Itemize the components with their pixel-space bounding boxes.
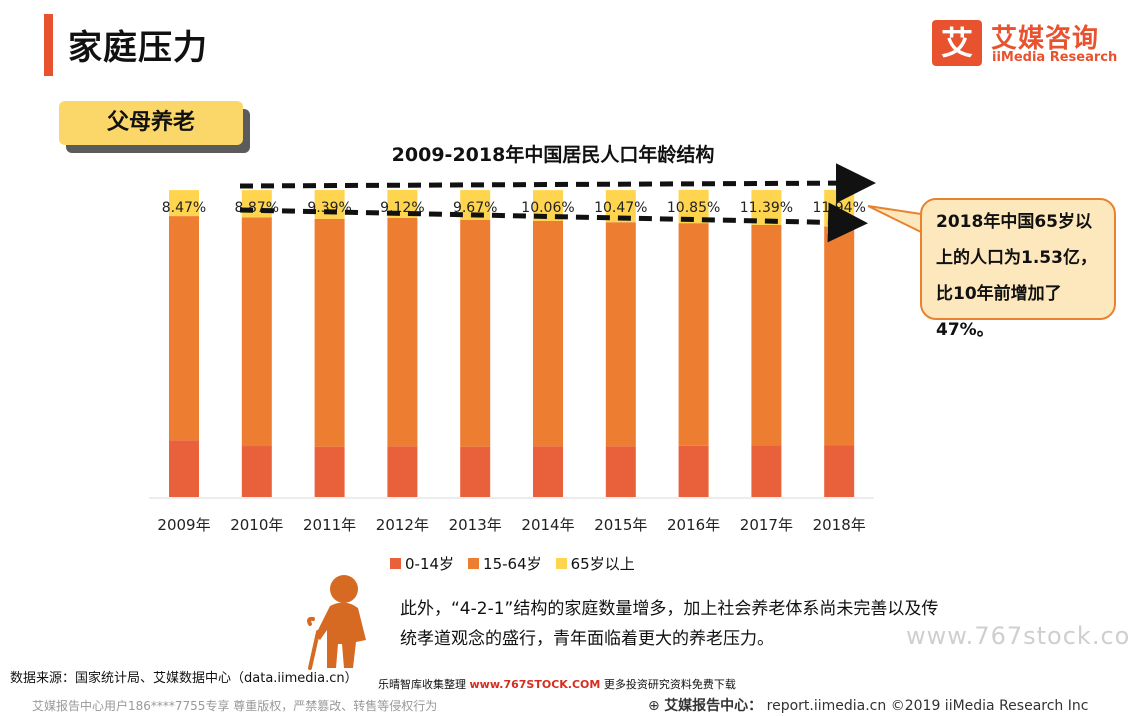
chart-legend: 0-14岁 15-64岁 65岁以上 (390, 553, 635, 574)
legend-label-15-64: 15-64岁 (483, 555, 542, 573)
chart-title: 2009-2018年中国居民人口年龄结构 (391, 144, 715, 166)
x-tick-labels-layer: 2009年 2010年 2011年 2012年 2013年 2014年 2015年 2016年… (157, 516, 865, 534)
promo-site-link[interactable]: www.767STOCK.COM (469, 678, 601, 691)
logo-icon: 艾 (932, 20, 982, 66)
elderly-person-icon (307, 575, 366, 670)
bar-2016-15-64 (678, 223, 709, 446)
bar-2012-15-64 (387, 217, 418, 447)
data-label-2013: 9.67% (453, 200, 497, 216)
logo-name-cn: 艾媒咨询 (991, 24, 1100, 54)
x-tick-2012: 2012年 (376, 516, 429, 534)
x-tick-2013: 2013年 (449, 516, 502, 534)
legend-item-15-64: 15-64岁 (468, 553, 542, 574)
data-label-2017: 11.39% (740, 200, 793, 216)
footer-center-label: 艾媒报告中心： (664, 698, 763, 714)
x-tick-2010: 2010年 (230, 516, 283, 534)
bars-layer (169, 189, 855, 497)
data-labels-layer: 8.47% 8.87% 9.39% 9.12% 9.67% 10.06% 10.47% 10.… (162, 200, 866, 216)
bar-2010-15-64 (241, 217, 272, 447)
data-label-2009: 8.47% (162, 200, 206, 216)
legend-item-0-14: 0-14岁 (390, 553, 454, 574)
bar-2018-15-64 (824, 226, 855, 446)
data-label-2016: 10.85% (667, 200, 720, 216)
footer-copyright: ©2019 iiMedia Research Inc (890, 698, 1089, 714)
bar-2017-15-64 (751, 224, 782, 446)
bar-2014-15-64 (533, 221, 563, 447)
callout-pointer (867, 205, 922, 234)
legend-item-65-plus: 65岁以上 (555, 553, 635, 574)
bar-2015-0-14 (605, 446, 636, 497)
bar-2015-15-64 (605, 222, 636, 447)
bar-2014-0-14 (533, 446, 563, 497)
globe-icon: ⊕ (648, 698, 660, 714)
data-label-2014: 10.06% (521, 200, 574, 216)
data-source: 数据来源：国家统计局、艾媒数据中心（data.iimedia.cn） (10, 671, 358, 686)
x-tick-2011: 2011年 (303, 516, 356, 534)
x-tick-2015: 2015年 (594, 516, 647, 534)
bar-2010-0-14 (241, 446, 272, 497)
legend-swatch-0-14 (390, 558, 401, 569)
trend-arrow-lower (239, 202, 868, 243)
data-label-2015: 10.47% (594, 200, 647, 216)
x-tick-2017: 2017年 (740, 516, 793, 534)
footer-copyright-notice: 艾媒报告中心用户186****7755专享 尊重版权，严禁篡改、转售等侵权行为 (32, 699, 438, 713)
x-tick-2009: 2009年 (157, 516, 210, 534)
x-tick-2018: 2018年 (813, 516, 866, 534)
bar-2012-0-14 (387, 446, 418, 497)
footer-report-center: ⊕ 艾媒报告中心： report.iimedia.cn ©2019 iiMedi… (648, 695, 1088, 715)
promo-line: 乐晴智库收集整理 www.767STOCK.COM 更多投资研究资料免费下载 (378, 676, 736, 692)
logo-name-en: iiMedia Research (992, 50, 1118, 65)
legend-swatch-15-64 (468, 558, 480, 569)
legend-swatch-65-plus (555, 558, 567, 569)
x-tick-2014: 2014年 (521, 516, 574, 534)
bar-2009-65-plus (169, 190, 199, 217)
bar-2013-0-14 (460, 446, 491, 497)
x-tick-2016: 2016年 (667, 516, 720, 534)
bar-2011-0-14 (314, 446, 345, 497)
bar-2017-0-14 (751, 445, 782, 497)
data-label-2018: 11.94% (813, 200, 866, 216)
legend-label-65-plus: 65岁以上 (570, 555, 635, 573)
bar-2016-0-14 (678, 445, 709, 497)
footer-center-url[interactable]: report.iimedia.cn (766, 698, 887, 714)
bar-2009-15-64 (169, 216, 199, 441)
promo-suffix: 更多投资研究资料免费下载 (603, 678, 736, 691)
page-title: 家庭压力 (68, 28, 208, 68)
title-accent-bar (44, 14, 53, 76)
legend-label-0-14: 0-14岁 (405, 555, 455, 573)
bar-2011-15-64 (314, 218, 345, 447)
data-label-2011: 9.39% (307, 200, 351, 216)
bar-2013-15-64 (460, 219, 491, 447)
section-tag: 父母养老 (59, 101, 243, 145)
bar-2009-0-14 (169, 440, 199, 497)
promo-prefix: 乐晴智库收集整理 (378, 678, 466, 691)
watermark: www.767stock.com (906, 622, 1129, 650)
callout-box: 2018年中国65岁以上的人口为1.53亿，比10年前增加了47%。 (920, 198, 1116, 340)
bar-2018-0-14 (824, 445, 855, 497)
trend-arrow-upper (239, 163, 876, 204)
note-text: 此外，“4-2-1”结构的家庭数量增多，加上社会养老体系尚未完善以及传统孝道观念… (400, 599, 939, 649)
